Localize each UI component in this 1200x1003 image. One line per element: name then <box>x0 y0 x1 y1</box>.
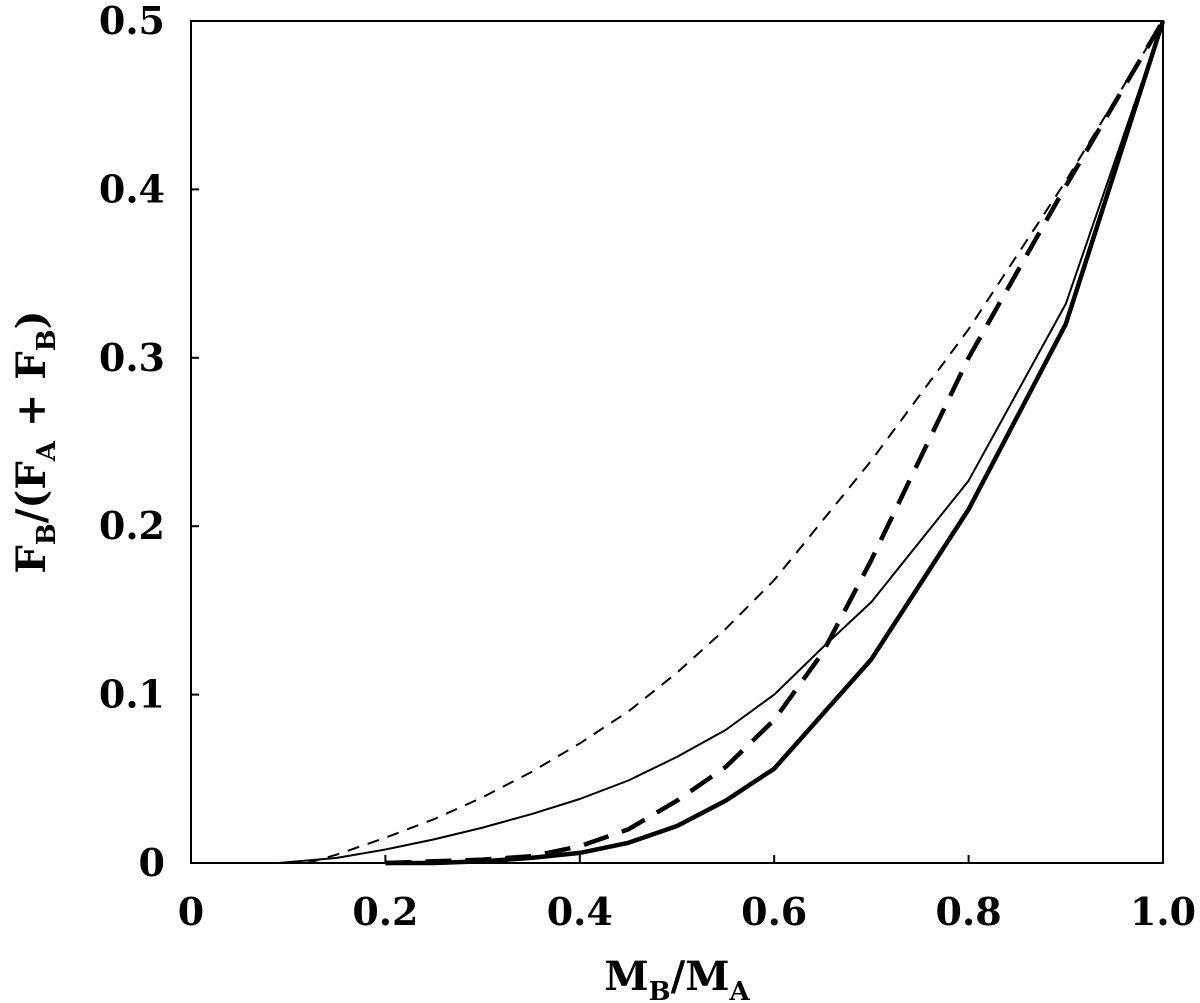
plot-frame <box>190 20 1164 864</box>
series-line-thin-solid <box>278 20 1164 864</box>
y-axis-label-sub-2: A <box>32 440 62 462</box>
y-axis-label-mid-1: /(F <box>8 461 55 523</box>
x-tick-label: 0.2 <box>352 889 418 934</box>
x-tick-label: 0.6 <box>741 889 807 934</box>
y-tick-label: 0 <box>139 840 165 885</box>
y-tick-label: 0.3 <box>99 335 165 380</box>
y-axis-label-mid-2: + F <box>8 351 55 441</box>
x-tick-label: 0 <box>178 889 204 934</box>
x-axis-label-sub-2: A <box>728 977 750 1003</box>
y-axis-label-end: ) <box>8 310 55 329</box>
y-tick-label: 0.5 <box>99 0 165 43</box>
series-line-thick-solid <box>385 20 1166 866</box>
y-axis-label-sub-3: B <box>32 329 62 351</box>
x-axis-label: MB/MA <box>604 953 750 1003</box>
y-tick-label: 0.2 <box>99 503 165 548</box>
series-group <box>278 19 1166 866</box>
y-axis-label-sub-1: B <box>32 523 62 545</box>
tick-label-group: 0 0.2 0.4 0.6 0.8 1.0 0 0.1 0.2 0.3 0.4 0.5 <box>99 0 1196 934</box>
x-tick-label: 0.8 <box>936 889 1002 934</box>
x-tick-label: 1.0 <box>1130 889 1196 934</box>
y-tick-label: 0.1 <box>99 672 165 717</box>
x-axis-label-mid: /M <box>671 953 730 1000</box>
x-axis-label-main: M <box>604 953 648 1000</box>
x-tick-label: 0.4 <box>547 889 613 934</box>
x-axis-label-sub-1: B <box>649 977 671 1003</box>
y-axis-label: FB/(FA + FB) <box>8 310 62 573</box>
y-tick-label: 0.4 <box>99 166 165 211</box>
y-axis-label-main: F <box>8 545 55 573</box>
